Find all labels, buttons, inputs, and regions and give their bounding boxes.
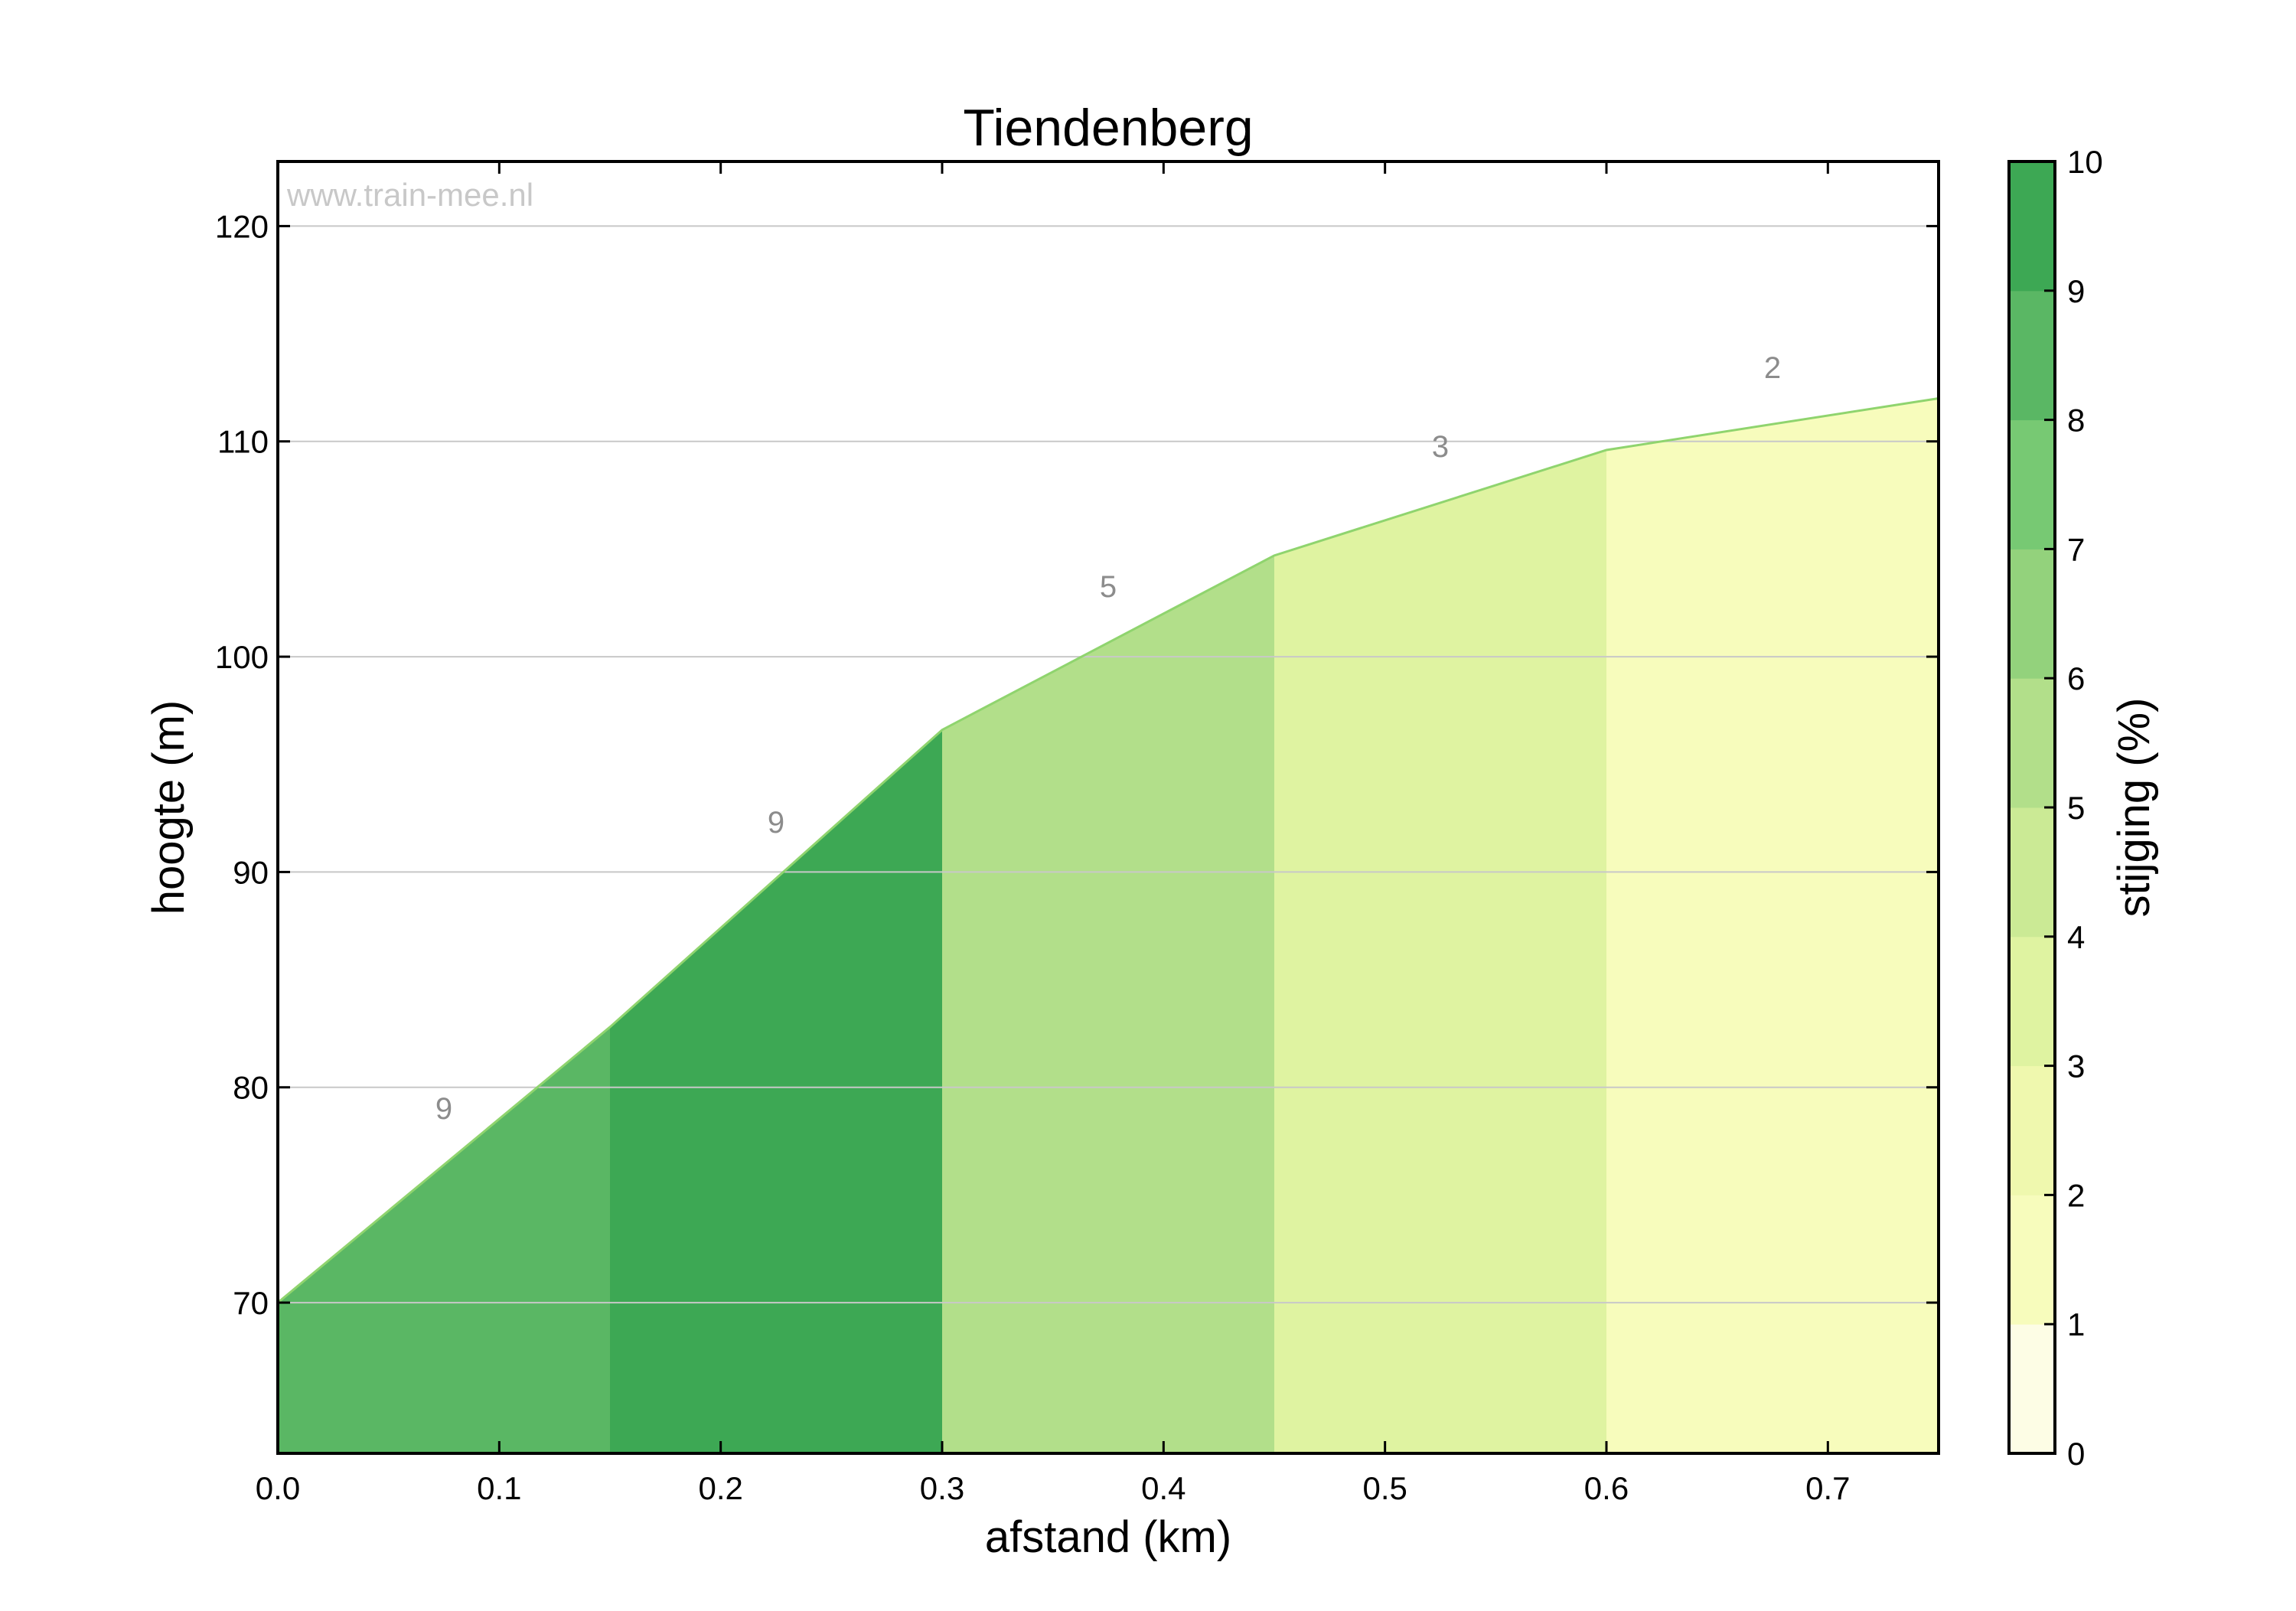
profile-line — [277, 396, 1939, 1304]
colorbar-tick-label-2: 2 — [2067, 1177, 2085, 1213]
y-tick-label-90: 90 — [233, 854, 269, 890]
x-tick-label-0.3: 0.3 — [920, 1470, 964, 1506]
profile-segment-2 — [610, 729, 942, 1453]
segment-gradient-label-4: 3 — [1432, 430, 1449, 464]
y-axis-title: hoogte (m) — [144, 700, 194, 915]
chart-title: Tiendenberg — [963, 99, 1253, 157]
colorbar-tick-label-8: 8 — [2067, 403, 2085, 439]
x-tick-label-0.2: 0.2 — [698, 1470, 742, 1506]
colorbar-tick-label-5: 5 — [2067, 790, 2085, 826]
profile-segment-4 — [1274, 449, 1606, 1453]
colorbar-tick-label-6: 6 — [2067, 660, 2085, 696]
segment-gradient-label-1: 9 — [435, 1092, 452, 1126]
x-tick-label-0.5: 0.5 — [1362, 1470, 1407, 1506]
profile-segment-1 — [278, 1026, 610, 1453]
segment-gradient-label-2: 9 — [768, 806, 784, 840]
colorbar-band-8 — [2009, 290, 2055, 421]
profile-segment-5 — [1606, 398, 1939, 1453]
x-axis-title: afstand (km) — [985, 1512, 1231, 1562]
y-tick-label-80: 80 — [233, 1070, 269, 1106]
x-tick-label-0.1: 0.1 — [477, 1470, 521, 1506]
colorbar-tick-label-0: 0 — [2067, 1436, 2085, 1472]
segment-gradient-label-5: 2 — [1764, 351, 1781, 385]
colorbar-band-4 — [2009, 807, 2055, 938]
colorbar-band-0 — [2009, 1324, 2055, 1454]
colorbar-tick-label-9: 9 — [2067, 273, 2085, 309]
colorbar-tick-label-4: 4 — [2067, 919, 2085, 955]
x-tick-label-0.4: 0.4 — [1141, 1470, 1186, 1506]
profile-segment-3 — [942, 555, 1274, 1453]
colorbar-title: stijging (%) — [2109, 698, 2159, 918]
colorbar-band-2 — [2009, 1065, 2055, 1195]
y-tick-label-110: 110 — [217, 424, 269, 460]
colorbar-band-6 — [2009, 549, 2055, 679]
colorbar-band-1 — [2009, 1195, 2055, 1325]
y-tick-label-100: 100 — [215, 639, 269, 675]
colorbar-tick-label-10: 10 — [2067, 144, 2103, 180]
x-tick-label-0.0: 0.0 — [256, 1470, 300, 1506]
segment-gradient-label-3: 5 — [1100, 570, 1117, 604]
plot-frame — [276, 160, 1940, 1455]
x-tick-label-0.7: 0.7 — [1805, 1470, 1850, 1506]
colorbar-band-9 — [2009, 161, 2055, 292]
colorbar-band-7 — [2009, 419, 2055, 550]
y-tick-label-70: 70 — [233, 1285, 269, 1321]
colorbar-band-5 — [2009, 678, 2055, 808]
colorbar-tick-label-3: 3 — [2067, 1048, 2085, 1084]
watermark-text: www.train-mee.nl — [286, 177, 533, 213]
colorbar-tick-label-1: 1 — [2067, 1306, 2085, 1342]
y-tick-label-120: 120 — [215, 208, 269, 244]
x-tick-label-0.6: 0.6 — [1584, 1470, 1629, 1506]
colorbar-tick-label-7: 7 — [2067, 531, 2085, 567]
colorbar-band-3 — [2009, 936, 2055, 1067]
